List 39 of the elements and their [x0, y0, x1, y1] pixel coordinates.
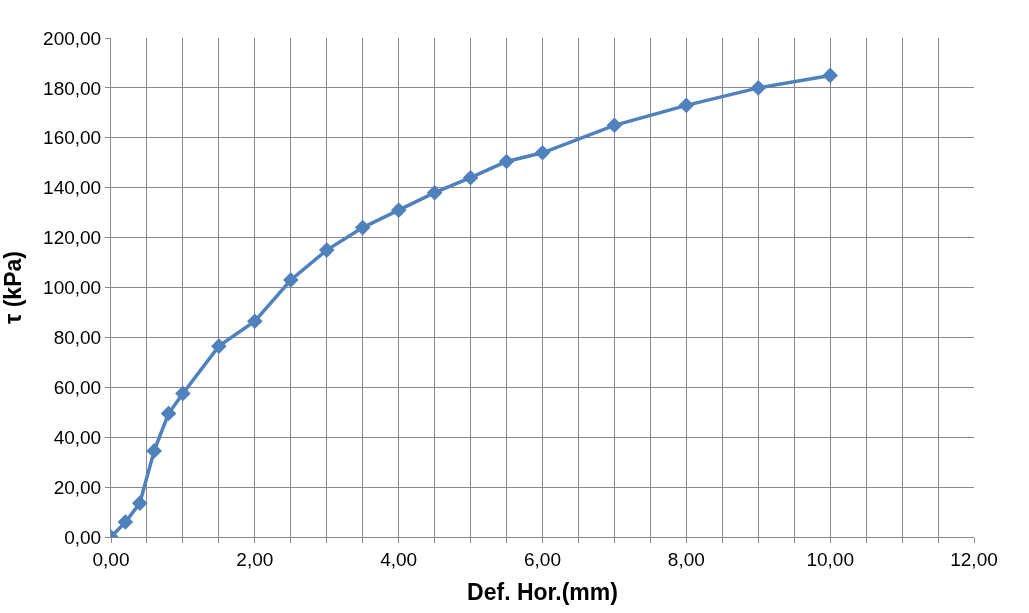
point	[131, 495, 148, 512]
x-tick-label: 4,00	[380, 548, 418, 570]
y-tick-label: 60,00	[53, 376, 102, 398]
point	[462, 169, 479, 186]
point	[606, 117, 623, 134]
point	[498, 153, 515, 170]
point	[678, 97, 695, 114]
y-tick-label: 120,00	[43, 227, 102, 249]
point	[247, 313, 263, 329]
y-tick-label: 200,00	[43, 27, 102, 49]
y-tick-label: 40,00	[53, 426, 102, 448]
point	[426, 184, 443, 201]
point	[750, 80, 767, 96]
point	[160, 405, 177, 422]
point	[175, 385, 191, 402]
y-tick-label: 100,00	[43, 277, 102, 299]
y-tick-label: 140,00	[43, 177, 102, 199]
y-tick-label: 0,00	[64, 526, 102, 548]
x-tick-label: 10,00	[806, 548, 854, 570]
y-tick-label: 180,00	[43, 77, 102, 99]
point	[318, 242, 335, 258]
y-tick-label: 160,00	[43, 127, 102, 149]
x-tick-label: 12,00	[950, 548, 998, 570]
y-tick-label: 80,00	[53, 327, 102, 349]
point	[211, 338, 227, 354]
x-tick-label: 8,00	[667, 548, 705, 570]
x-axis-title: Def. Hor.(mm)	[467, 579, 618, 606]
point	[354, 219, 371, 236]
y-axis-title: τ (kPa)	[0, 251, 26, 324]
y-tick-label: 20,00	[53, 476, 102, 498]
x-tick-label: 0,00	[92, 548, 130, 570]
point	[117, 514, 134, 530]
point	[146, 443, 162, 459]
x-tick-label: 2,00	[236, 548, 274, 570]
point	[822, 67, 838, 84]
point	[282, 272, 299, 288]
point	[390, 202, 407, 218]
x-tick-label: 6,00	[524, 548, 561, 570]
point	[534, 144, 551, 161]
